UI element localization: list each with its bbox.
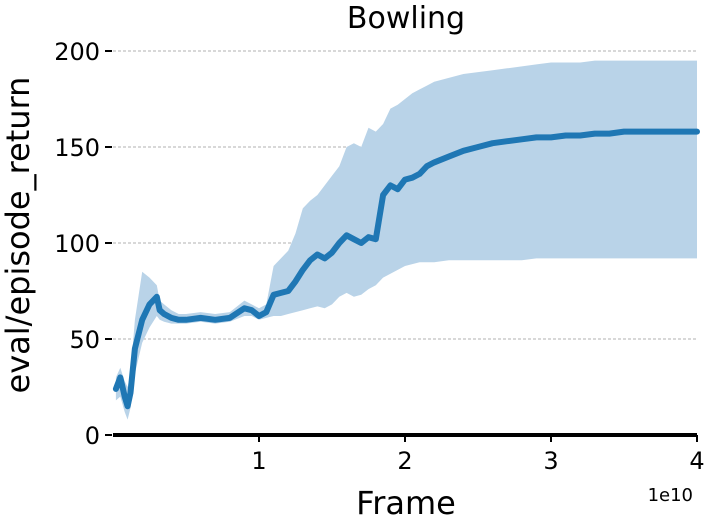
- x-tick-label: 1: [251, 447, 266, 475]
- y-tick-label: 100: [54, 230, 100, 258]
- x-tick-label: 3: [543, 447, 558, 475]
- y-tick-label: 0: [85, 422, 100, 450]
- std-band: [115, 60, 697, 420]
- y-tick-label: 200: [54, 38, 100, 66]
- chart-title: Bowling: [347, 1, 465, 36]
- x-tick-label: 4: [689, 447, 704, 475]
- x-axis-label: Frame: [356, 484, 456, 522]
- x-tick-label: 2: [397, 447, 412, 475]
- y-axis-label: eval/episode_return: [0, 77, 37, 394]
- y-ticks: 0 50 100 150 200: [54, 38, 112, 450]
- y-tick-label: 50: [69, 326, 100, 354]
- x-axis-offset-label: 1e10: [648, 485, 693, 506]
- series-line: [112, 128, 700, 410]
- y-tick-label: 150: [54, 134, 100, 162]
- x-ticks: 1 2 3 4: [251, 435, 705, 475]
